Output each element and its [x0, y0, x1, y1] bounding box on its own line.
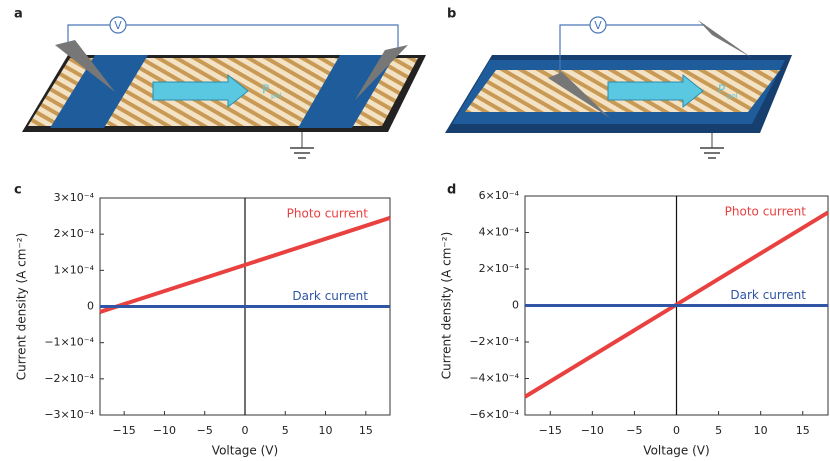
schematic-a	[22, 16, 426, 159]
y-tick-label: −2×10⁻⁴	[469, 335, 519, 348]
x-tick-label: 15	[796, 424, 810, 437]
x-tick-label: −10	[581, 424, 604, 437]
x-tick-label: −5	[626, 424, 642, 437]
y-tick-label: 2×10⁻⁴	[54, 227, 95, 240]
x-tick-label: 5	[715, 424, 722, 437]
y-tick-label: −1×10⁻⁴	[44, 336, 94, 349]
arrow-label-subscript: pol	[271, 92, 282, 100]
y-tick-label: −6×10⁻⁴	[469, 408, 519, 421]
y-tick-label: 4×10⁻⁴	[479, 226, 520, 239]
x-tick-label: 0	[673, 424, 680, 437]
y-tick-label: 1×10⁻⁴	[54, 263, 95, 276]
x-tick-label: 10	[319, 424, 333, 437]
x-tick-label: 15	[359, 424, 373, 437]
panel-label: c	[14, 183, 22, 198]
series-label: Dark current	[730, 288, 806, 302]
x-axis-label: Voltage (V)	[212, 444, 278, 458]
arrow-label: P	[718, 83, 725, 97]
schematic-b	[445, 16, 792, 159]
x-tick-label: −15	[113, 424, 136, 437]
y-axis-label: Current density (A cm⁻²)	[15, 233, 29, 381]
y-tick-label: −2×10⁻⁴	[44, 372, 94, 385]
series-label: Dark current	[292, 289, 368, 303]
y-tick-label: 2×10⁻⁴	[479, 262, 520, 275]
y-tick-label: 0	[512, 299, 519, 312]
x-tick-label: −5	[197, 424, 213, 437]
panel-label: a	[14, 7, 23, 22]
series-line	[99, 215, 391, 314]
y-tick-label: 6×10⁻⁴	[479, 189, 520, 202]
x-tick-label: 0	[242, 424, 249, 437]
y-axis-label: Current density (A cm⁻²)	[440, 232, 454, 380]
x-axis-label: Voltage (V)	[643, 444, 709, 458]
arrow-label: P	[262, 83, 269, 97]
arrow-label-subscript: pol	[727, 92, 738, 100]
y-tick-label: −3×10⁻⁴	[44, 408, 94, 421]
panel-label: b	[447, 7, 456, 22]
series-label: Photo current	[725, 205, 807, 219]
panel-label: d	[447, 183, 456, 198]
x-tick-label: −10	[153, 424, 176, 437]
x-tick-label: 5	[282, 424, 289, 437]
series-label: Photo current	[287, 207, 369, 221]
y-tick-label: 0	[87, 300, 94, 313]
x-tick-label: −15	[539, 424, 562, 437]
x-tick-label: 10	[754, 424, 768, 437]
voltmeter-label: V	[114, 19, 122, 32]
voltmeter-label: V	[594, 19, 602, 32]
y-tick-label: 3×10⁻⁴	[54, 191, 95, 204]
y-tick-label: −4×10⁻⁴	[469, 372, 519, 385]
